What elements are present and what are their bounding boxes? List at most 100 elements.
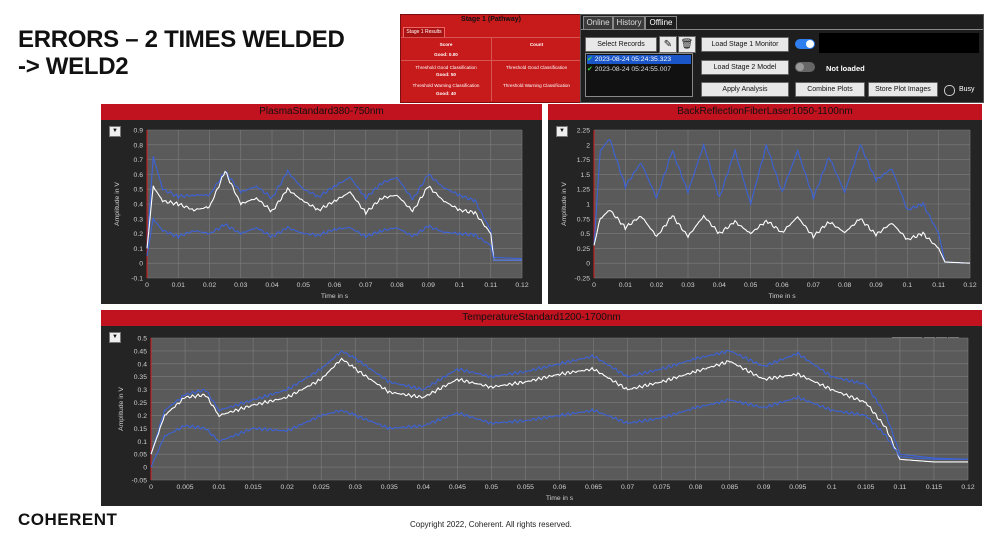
x-tick-label: 0.12	[963, 282, 976, 289]
threshold-good-left-value: Good: 50	[436, 72, 456, 77]
x-axis-label: Time in s	[768, 293, 796, 300]
y-tick-label: 0.25	[134, 400, 147, 407]
y-tick-label: 0	[139, 261, 143, 268]
y-tick-label: -0.05	[132, 478, 148, 485]
x-tick-label: 0.1	[827, 484, 837, 491]
threshold-warning-left: Threshold Warning Classification	[412, 83, 480, 88]
busy-label: Busy	[959, 86, 975, 93]
pin-icon[interactable]: ✎	[659, 36, 677, 53]
x-tick-label: 0	[145, 282, 149, 289]
plot-menu-button[interactable]: ▼	[109, 126, 121, 137]
series-line	[150, 395, 968, 468]
stage2-status: Not loaded	[826, 64, 865, 73]
status-display	[819, 33, 979, 53]
x-tick-label: 0.04	[265, 282, 278, 289]
y-tick-label: 2	[586, 142, 590, 149]
x-tick-label: 0.07	[807, 282, 820, 289]
y-tick-label: 0.4	[138, 361, 148, 368]
score-value: Good: 0.00	[434, 52, 458, 57]
stage-results-panel: Stage 1 (Pathway) Stage 1 Results Score …	[400, 14, 582, 103]
x-tick-label: 0.025	[313, 484, 330, 491]
y-tick-label: 0.8	[134, 142, 144, 149]
x-tick-label: 0.05	[744, 282, 757, 289]
plot-area: -0.0500.050.10.150.20.250.30.350.40.450.…	[118, 336, 975, 503]
slide-title: ERRORS – 2 TIMES WELDED -> WELD2	[18, 26, 345, 80]
x-tick-label: 0.085	[721, 484, 738, 491]
x-tick-label: 0.02	[281, 484, 294, 491]
apply-analysis-button[interactable]: Apply Analysis	[701, 82, 789, 97]
x-tick-label: 0.075	[653, 484, 670, 491]
list-item[interactable]: ✔ 2023-08-24 05:24:35.323	[587, 55, 691, 64]
series-line	[593, 138, 971, 264]
series-line	[146, 156, 523, 260]
y-tick-label: 0	[143, 465, 147, 472]
y-tick-label: 0.45	[134, 348, 147, 355]
x-tick-label: 0.09	[422, 282, 435, 289]
y-tick-label: 0.3	[134, 216, 144, 223]
count-header: Count	[529, 42, 544, 47]
back-reflection-chart: BackReflectionFiberLaser1050-1100nm ▼Res…	[548, 104, 982, 304]
plot-menu-button[interactable]: ▼	[556, 126, 568, 137]
x-tick-label: 0.08	[838, 282, 851, 289]
y-tick-label: 0.4	[134, 202, 144, 209]
x-tick-label: 0.02	[650, 282, 663, 289]
y-tick-label: 0.35	[134, 374, 147, 381]
list-item[interactable]: ✔ 2023-08-24 05:24:55.007	[587, 66, 672, 73]
tab-history[interactable]: History	[613, 16, 645, 30]
plot-menu-button[interactable]: ▼	[109, 332, 121, 343]
load-stage2-model-button[interactable]: Load Stage 2 Model	[701, 60, 789, 75]
trash-icon[interactable]: 🗑	[678, 36, 696, 53]
y-tick-label: 0.2	[138, 413, 148, 420]
y-tick-label: 0.2	[134, 231, 144, 238]
x-tick-label: 0.05	[485, 484, 498, 491]
combine-plots-button[interactable]: Combine Plots	[795, 82, 865, 97]
x-tick-label: 0.01	[172, 282, 185, 289]
x-tick-label: 0	[149, 484, 153, 491]
store-plot-images-button[interactable]: Store Plot Images	[868, 82, 938, 97]
x-tick-label: 0.045	[449, 484, 466, 491]
x-tick-label: 0.02	[203, 282, 216, 289]
y-tick-label: 1.25	[577, 187, 590, 194]
copyright-text: Copyright 2022, Coherent. All rights res…	[410, 520, 572, 529]
score-header: Score	[439, 42, 453, 47]
busy-indicator	[944, 85, 955, 96]
x-tick-label: 0.03	[349, 484, 362, 491]
slide-title-line2: -> WELD2	[18, 53, 129, 80]
threshold-good-right: Threshold Good Classification	[505, 65, 568, 70]
y-tick-label: 1.5	[581, 172, 591, 179]
y-tick-label: 1	[586, 202, 590, 209]
series-line	[150, 357, 968, 463]
y-tick-label: 0.15	[134, 426, 147, 433]
x-tick-label: 0.11	[932, 282, 945, 289]
x-tick-label: 0.035	[381, 484, 398, 491]
y-tick-label: 0.25	[577, 246, 590, 253]
x-tick-label: 0.08	[689, 484, 702, 491]
x-tick-label: 0.04	[417, 484, 430, 491]
x-tick-label: 0.095	[789, 484, 806, 491]
threshold-warning-right: Threshold Warning Classification	[503, 83, 570, 88]
tab-offline[interactable]: Offline	[645, 16, 677, 30]
plasma-chart: PlasmaStandard380-750nm ▼Reset+⊕✋-0.100.…	[101, 104, 542, 304]
stage1-toggle[interactable]	[795, 39, 815, 49]
y-tick-label: 0	[586, 261, 590, 268]
y-tick-label: 0.9	[134, 128, 144, 135]
y-tick-label: 0.5	[138, 336, 148, 343]
x-tick-label: 0.06	[775, 282, 788, 289]
series-line	[146, 170, 522, 261]
x-tick-label: 0.07	[359, 282, 372, 289]
check-icon: ✔	[587, 56, 593, 63]
y-tick-label: 0.7	[134, 157, 144, 164]
threshold-warning-left-value: Good: 40	[436, 91, 456, 96]
coherent-logo: COHERENT	[18, 510, 118, 529]
records-list[interactable]: ✔ 2023-08-24 05:24:35.323 ✔ 2023-08-24 05:…	[585, 53, 693, 97]
x-tick-label: 0.06	[553, 484, 566, 491]
x-tick-label: 0.06	[328, 282, 341, 289]
x-tick-label: 0.005	[177, 484, 194, 491]
x-tick-label: 0	[592, 282, 596, 289]
tab-online[interactable]: Online	[583, 16, 613, 30]
select-records-button[interactable]: Select Records	[585, 37, 657, 52]
y-tick-label: 0.1	[134, 246, 144, 253]
load-stage1-monitor-button[interactable]: Load Stage 1 Monitor	[701, 37, 789, 52]
stage2-toggle[interactable]	[795, 62, 815, 72]
x-tick-label: 0.01	[619, 282, 632, 289]
